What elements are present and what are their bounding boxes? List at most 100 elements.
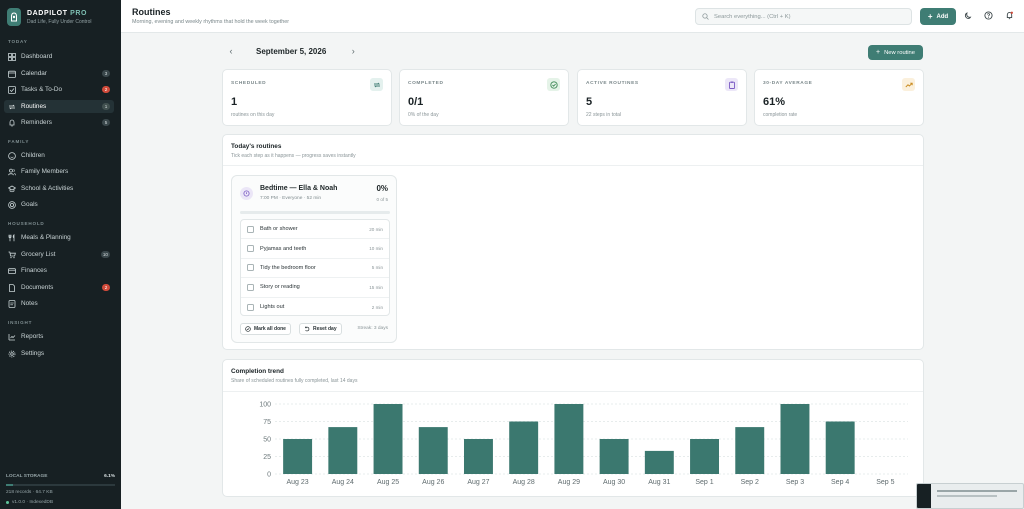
sidebar: DADPILOT PRO Dad Life, Fully Under Contr… (0, 0, 121, 509)
chevron-right-icon[interactable]: › (351, 46, 355, 56)
checkbox[interactable] (247, 225, 254, 233)
screenshot-thumbnail[interactable] (916, 483, 1024, 509)
bell-icon (9, 119, 15, 126)
add-button[interactable]: + Add (920, 8, 956, 25)
bar[interactable] (283, 439, 313, 474)
sidebar-item-grocery[interactable]: Grocery List 10 (4, 248, 114, 261)
bar[interactable] (735, 427, 765, 474)
storage-bar-fill (6, 484, 13, 486)
sidebar-item-tasks[interactable]: Tasks & To-Do 2 (4, 83, 114, 96)
bar[interactable] (418, 427, 448, 474)
sidebar-item-label: Notes (21, 300, 38, 307)
routine-step[interactable]: Tidy the bedroom floor 5 min (241, 259, 389, 279)
sidebar-item-dashboard[interactable]: Dashboard (4, 50, 114, 63)
checkbox[interactable] (247, 264, 254, 272)
bar[interactable] (328, 427, 358, 474)
sidebar-item-documents[interactable]: Documents 2 (4, 281, 114, 294)
dashboard-icon (8, 52, 16, 61)
bar[interactable] (463, 439, 493, 474)
sidebar-item-goals[interactable]: Goals (4, 198, 114, 211)
x-tick-label: Aug 30 (603, 479, 625, 486)
sidebar-item-reports[interactable]: Reports (4, 330, 114, 343)
sidebar-item-family-members[interactable]: Family Members (4, 165, 114, 178)
bar[interactable] (554, 404, 584, 474)
x-tick-label: Aug 23 (287, 479, 309, 486)
search-input[interactable]: Search everything... (Ctrl + K) (695, 8, 912, 25)
sidebar-item-label: Tasks & To-Do (21, 86, 63, 93)
divider (223, 165, 923, 166)
routine-step[interactable]: Lights out 2 min (241, 298, 389, 317)
moon-icon[interactable] (964, 11, 973, 20)
reset-day-button[interactable]: Reset day (299, 323, 342, 335)
step-duration: 5 min (371, 265, 383, 271)
new-routine-button[interactable]: + New routine (868, 45, 923, 60)
storage-panel: LOCAL STORAGE 6.1% 218 records · 64.7 KB … (6, 474, 115, 505)
help-icon[interactable] (984, 11, 993, 20)
step-label: Pyjamas and teeth (260, 245, 307, 252)
chevron-left-icon[interactable]: ‹ (229, 46, 233, 56)
checklist-icon (8, 85, 16, 94)
brand[interactable]: DADPILOT PRO Dad Life, Fully Under Contr… (7, 8, 91, 26)
calendar-icon (8, 70, 16, 78)
sidebar-item-label: Settings (21, 350, 45, 357)
stat-card-30-day-average: 30-DAY AVERAGE 61% completion rate (754, 69, 924, 126)
bar[interactable] (780, 404, 810, 474)
new-routine-label: New routine (884, 49, 916, 56)
checkbox[interactable] (247, 303, 254, 311)
routine-title: Bedtime — Ella & Noah (260, 185, 338, 192)
step-label: Lights out (260, 304, 285, 311)
y-tick-label: 25 (263, 454, 271, 461)
moon-icon (240, 187, 253, 200)
storage-percent: 6.1% (104, 474, 115, 479)
streak-text: Streak: 3 days (357, 326, 388, 331)
bar[interactable] (644, 450, 674, 474)
sidebar-item-children[interactable]: Children (4, 149, 114, 162)
completion-trend-card: Completion trend Share of scheduled rout… (222, 359, 924, 497)
bar[interactable] (509, 421, 539, 475)
sidebar-item-label: Finances (21, 267, 47, 274)
note-icon (8, 299, 16, 308)
y-tick-label: 50 (263, 436, 271, 443)
sidebar-item-school[interactable]: School & Activities (4, 182, 114, 195)
routine-step[interactable]: Pyjamas and teeth 10 min (241, 239, 389, 259)
sidebar-item-reminders[interactable]: Reminders 5 (4, 116, 114, 129)
notification-bell-icon[interactable] (1005, 11, 1014, 20)
routine-meta: 7:00 PM · Everyone · 52 min (260, 196, 322, 201)
step-duration: 15 min (369, 284, 383, 290)
repeat-icon (370, 78, 383, 91)
checkbox[interactable] (247, 245, 254, 253)
routine-steps: Bath or shower 20 min Pyjamas and teeth 10… (240, 219, 390, 316)
routine-step[interactable]: Bath or shower 20 min (241, 220, 389, 240)
bar[interactable] (373, 404, 403, 474)
step-duration: 2 min (371, 304, 383, 310)
stat-value: 61% (763, 96, 786, 108)
routine-step[interactable]: Story or reading 15 min (241, 278, 389, 298)
bar[interactable] (825, 421, 855, 475)
sidebar-item-finances[interactable]: Finances (4, 264, 114, 277)
count-badge: 2 (102, 284, 110, 291)
y-tick-label: 0 (267, 471, 271, 478)
sidebar-item-calendar[interactable]: Calendar 3 (4, 67, 114, 80)
add-button-label: Add (936, 13, 949, 20)
bar[interactable] (690, 439, 720, 474)
smile-icon (8, 151, 16, 160)
step-duration: 20 min (369, 226, 383, 232)
stat-value: 5 (586, 96, 593, 108)
section-label-insight: INSIGHT (8, 320, 33, 325)
cart-icon (8, 251, 16, 258)
todays-routines-card: Today's routines Tick each step as it ha… (222, 134, 924, 350)
section-label-family: FAMILY (8, 139, 30, 144)
section-label-today: TODAY (8, 39, 28, 44)
sidebar-item-routines[interactable]: Routines 1 (4, 100, 114, 113)
sidebar-item-notes[interactable]: Notes (4, 297, 114, 310)
check-circle-icon (547, 78, 560, 91)
sidebar-item-settings[interactable]: Settings (4, 347, 114, 360)
bar[interactable] (599, 439, 629, 474)
brand-tagline: Dad Life, Fully Under Control (27, 18, 92, 25)
x-tick-label: Sep 4 (831, 479, 849, 486)
sidebar-item-label: Meals & Planning (21, 234, 71, 241)
sidebar-item-meals[interactable]: Meals & Planning (4, 231, 114, 244)
main-content: ‹ September 5, 2026 › + New routine SCHE… (121, 34, 1024, 509)
mark-all-done-button[interactable]: Mark all done (240, 323, 291, 335)
checkbox[interactable] (247, 283, 254, 291)
